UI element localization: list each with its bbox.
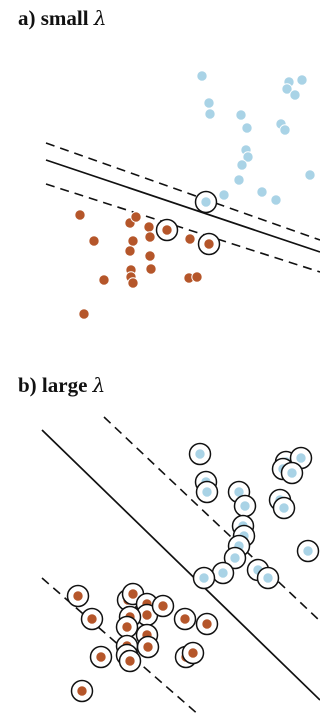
blue-point: [278, 502, 290, 514]
orange-point: [145, 263, 157, 275]
blue-point: [233, 174, 245, 186]
blue-point: [279, 124, 291, 136]
blue-point: [236, 159, 248, 171]
blue-point: [296, 74, 308, 86]
orange-point: [124, 655, 136, 667]
orange-point: [184, 233, 196, 245]
blue-point: [218, 189, 230, 201]
orange-point: [201, 618, 213, 630]
panel-b-label-prefix: b) large: [18, 373, 88, 397]
orange-point: [157, 600, 169, 612]
blue-point: [295, 452, 307, 464]
blue-point: [262, 572, 274, 584]
orange-point: [144, 231, 156, 243]
orange-point: [127, 588, 139, 600]
blue-point: [204, 108, 216, 120]
orange-point: [141, 609, 153, 621]
blue-point: [198, 572, 210, 584]
blue-point: [239, 500, 251, 512]
orange-point: [86, 613, 98, 625]
blue-point: [203, 97, 215, 109]
orange-point: [98, 274, 110, 286]
blue-point: [302, 545, 314, 557]
lambda-symbol-b: λ: [92, 373, 106, 397]
blue-point: [281, 83, 293, 95]
blue-point: [235, 109, 247, 121]
blue-point: [194, 448, 206, 460]
panel-a-label-prefix: a) small: [18, 6, 89, 30]
orange-point: [74, 209, 86, 221]
lambda-symbol-a: λ: [93, 6, 107, 30]
blue-point: [217, 567, 229, 579]
orange-support-vector-point: [161, 224, 173, 236]
blue-support-vector-point: [200, 196, 212, 208]
blue-point: [241, 122, 253, 134]
panel-a-label: a) small λ: [18, 6, 107, 31]
panel-b-label: b) large λ: [18, 373, 105, 398]
orange-point: [187, 647, 199, 659]
blue-point: [242, 151, 254, 163]
decision-boundary-line: [41, 429, 320, 701]
orange-point: [88, 235, 100, 247]
orange-point: [76, 685, 88, 697]
blue-point: [304, 169, 316, 181]
orange-point: [179, 613, 191, 625]
orange-point: [121, 621, 133, 633]
margin-line: [45, 142, 320, 241]
orange-point: [95, 651, 107, 663]
blue-point: [256, 186, 268, 198]
blue-point: [286, 467, 298, 479]
orange-point: [144, 250, 156, 262]
decision-boundary-line: [45, 159, 320, 253]
margin-line: [45, 183, 320, 273]
orange-point: [124, 245, 136, 257]
blue-point: [196, 70, 208, 82]
margin-line: [103, 416, 320, 622]
orange-point: [130, 211, 142, 223]
blue-point: [201, 486, 213, 498]
orange-point: [127, 277, 139, 289]
blue-point: [289, 89, 301, 101]
orange-point: [72, 590, 84, 602]
blue-point: [270, 194, 282, 206]
orange-support-vector-point: [203, 238, 215, 250]
orange-point: [142, 641, 154, 653]
orange-point: [191, 271, 203, 283]
orange-point: [78, 308, 90, 320]
blue-point: [229, 552, 241, 564]
